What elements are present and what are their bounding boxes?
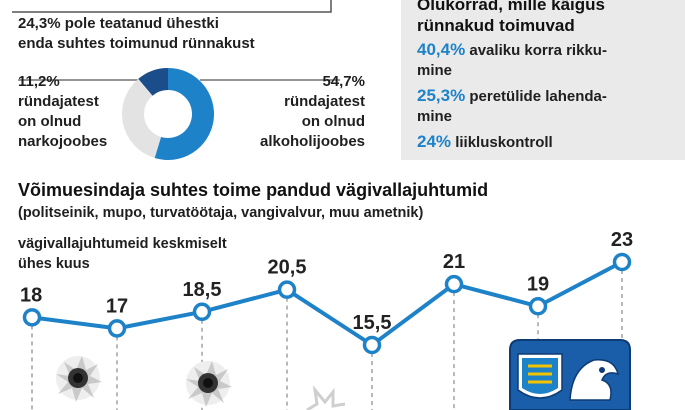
alcohol-text-2: on olnud bbox=[301, 113, 365, 130]
data-point bbox=[362, 335, 382, 355]
situation-text-cont: mine bbox=[417, 62, 453, 79]
alcohol-pct: 54,7% bbox=[322, 73, 365, 90]
drug-text-2: on olnud bbox=[18, 113, 82, 130]
situation-text: avaliku korra rikku- bbox=[465, 42, 607, 59]
value-label: 17 bbox=[106, 295, 128, 317]
situation-text: peretülide lahenda- bbox=[465, 88, 607, 105]
value-label: 21 bbox=[443, 251, 465, 273]
value-label: 19 bbox=[527, 273, 549, 295]
data-point bbox=[528, 297, 548, 316]
value-label: 23 bbox=[611, 229, 633, 251]
situation-pct: 40,4% bbox=[417, 40, 466, 59]
unreported-pct: 24,3% bbox=[18, 15, 61, 32]
situation-pct: 24% bbox=[417, 132, 452, 151]
drug-pct: 11,2% bbox=[18, 73, 60, 90]
value-label: 20,5 bbox=[268, 257, 307, 279]
data-point bbox=[444, 274, 464, 294]
situation-public-order: 40,4% avaliku korra rikku- mine bbox=[417, 40, 677, 81]
drug-text-3: narkojoobes bbox=[18, 133, 108, 150]
bullet-hole-icon bbox=[56, 356, 102, 402]
chart-y-label: vägivallajuhtumeid keskmiselt ühes kuus bbox=[18, 234, 258, 274]
donut-slice-other bbox=[122, 78, 162, 159]
chart-title: Võimuesindaja suhtes toime pandud vägiva… bbox=[18, 180, 489, 200]
drug-text-1: ründajatest bbox=[18, 93, 99, 110]
data-point bbox=[22, 308, 42, 327]
chart-y-label-line-1: vägivallajuhtumeid keskmiselt bbox=[18, 236, 227, 252]
situation-pct: 25,3% bbox=[417, 86, 466, 105]
panel-title-line-2: rünnakud toimuvad bbox=[417, 16, 575, 35]
panel-title-line-1: Olukorrad, mille käigus bbox=[417, 0, 606, 14]
callout-line bbox=[12, 0, 332, 13]
police-emblem-icon bbox=[509, 339, 631, 410]
situations-panel: Olukorrad, mille käigus rünnakud toimuva… bbox=[401, 0, 685, 160]
alcohol-stat: 54,7% ründajatest on olnud alkoholijoobe… bbox=[235, 72, 365, 152]
situation-traffic-control: 24% liikluskontroll bbox=[417, 132, 677, 153]
value-label: 18,5 bbox=[183, 279, 222, 301]
intoxication-donut bbox=[122, 68, 215, 160]
donut-slice-drugs bbox=[138, 68, 168, 96]
chart-y-label-line-2: ühes kuus bbox=[18, 256, 90, 272]
donut-connectors bbox=[18, 79, 340, 81]
alcohol-text-3: alkoholijoobes bbox=[259, 133, 365, 150]
bullet-hole-icon bbox=[186, 361, 232, 407]
data-point bbox=[107, 319, 127, 338]
data-point bbox=[277, 280, 297, 299]
situation-family-dispute: 25,3% peretülide lahenda- mine bbox=[417, 86, 677, 127]
data-point bbox=[192, 302, 212, 322]
value-label: 15,5 bbox=[353, 312, 392, 334]
value-label: 18 bbox=[20, 284, 42, 306]
unreported-text-2: enda suhtes toimunud rünnakust bbox=[18, 35, 255, 52]
bullet-hole-icon bbox=[306, 384, 346, 410]
alcohol-text-1: ründajatest bbox=[284, 93, 365, 110]
situation-text-cont: mine bbox=[417, 108, 453, 125]
unreported-attacks-stat: 24,3% pole teatanud ühestki enda suhtes … bbox=[18, 0, 358, 54]
panel-title: Olukorrad, mille käigus rünnakud toimuva… bbox=[417, 0, 677, 36]
data-point bbox=[612, 252, 632, 272]
situation-text: liikluskontroll bbox=[451, 134, 553, 151]
donut-slice-alcohol bbox=[154, 68, 215, 160]
series-line bbox=[30, 260, 624, 347]
chart-subtitle: (politseinik, mupo, turvatöötaja, vangiv… bbox=[18, 205, 424, 221]
drug-stat: 11,2% ründajatest on olnud narkojoobes bbox=[18, 72, 138, 152]
unreported-text-1: pole teatanud ühestki bbox=[60, 15, 219, 32]
